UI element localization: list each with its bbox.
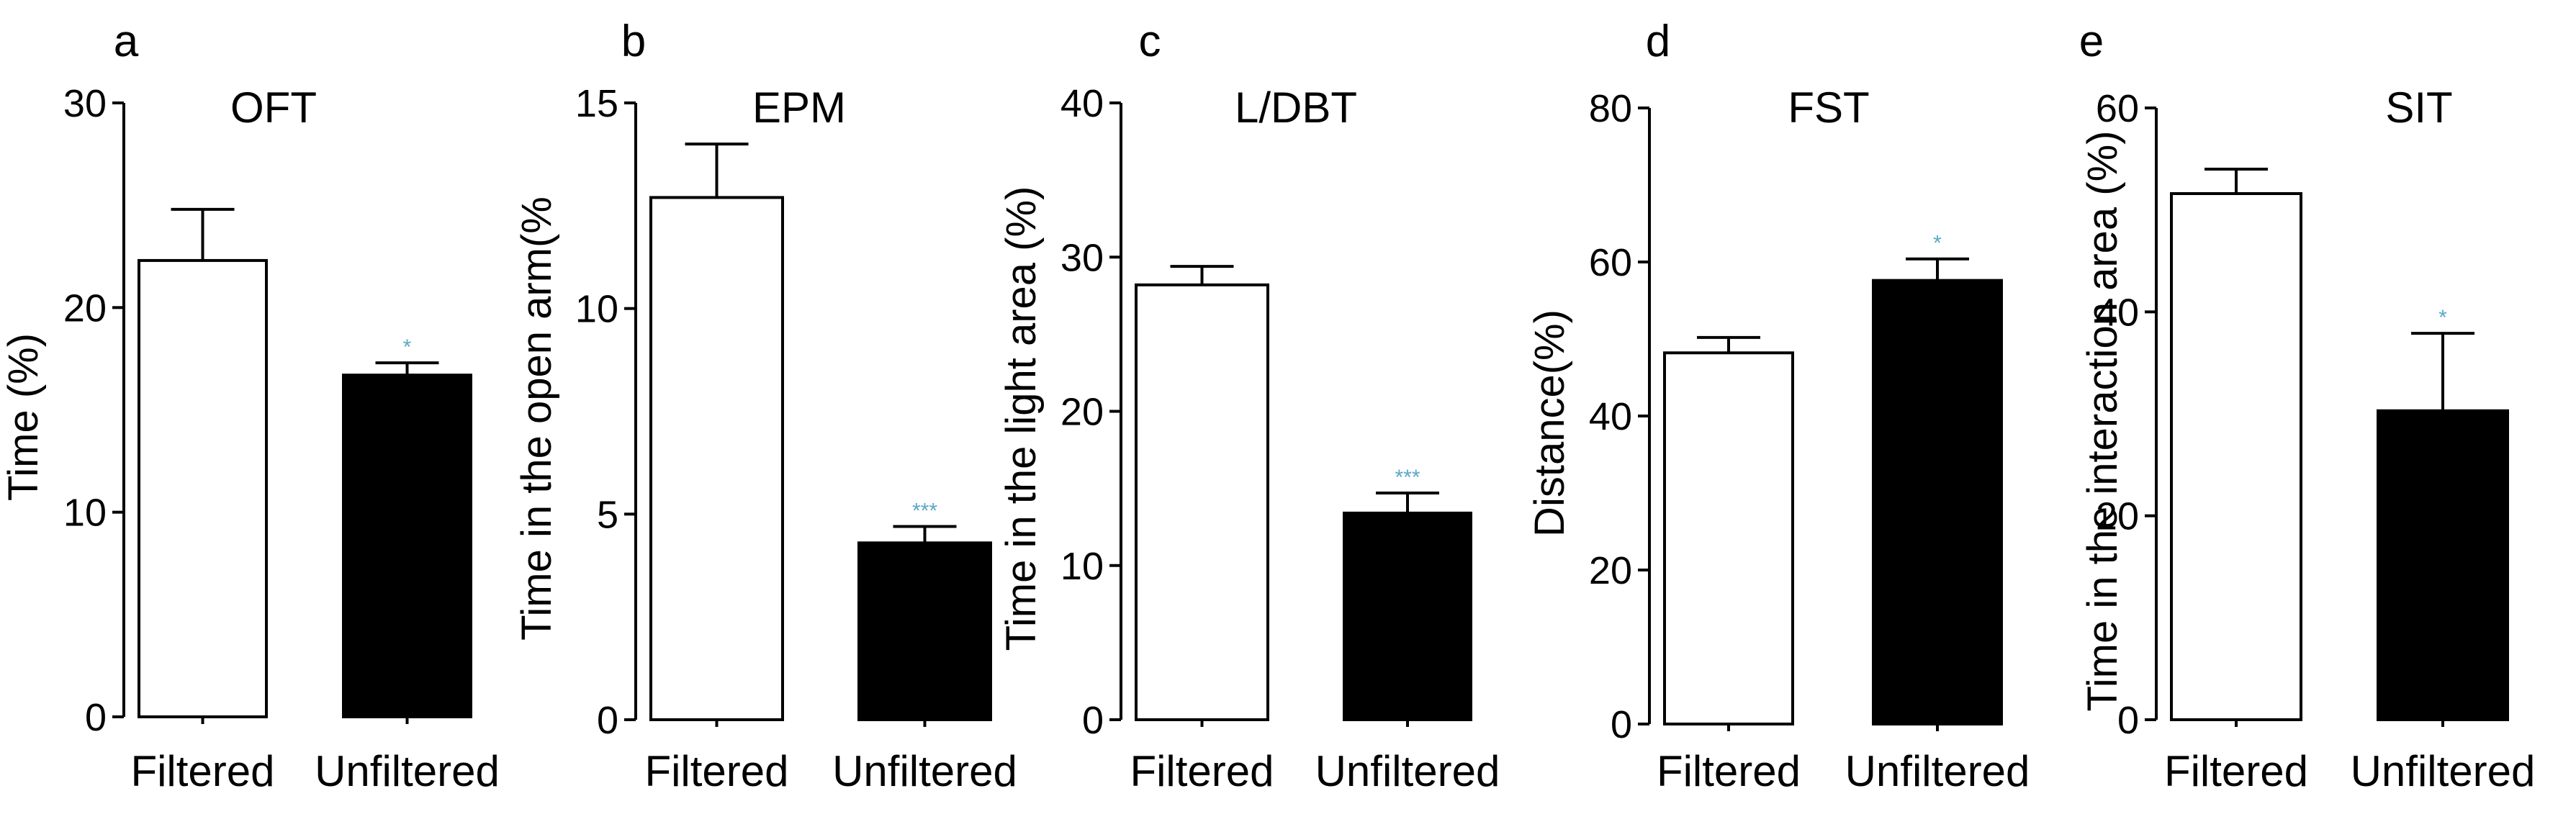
y-tick-label: 15 [575,82,618,125]
bar-unfiltered [1343,511,1472,722]
panel-title: EPM [752,83,846,132]
y-tick-label: 30 [1060,236,1104,279]
bar-unfiltered [1872,279,2003,725]
x-category-label: Unfiltered [315,747,500,795]
y-tick-label: 40 [2096,291,2139,334]
y-tick-label: 0 [1611,703,1632,746]
y-tick-label: 10 [63,492,107,535]
y-tick-label: 0 [1082,699,1104,742]
significance-marker: *** [1395,466,1420,489]
panel-title: FST [1788,83,1869,132]
y-tick-label: 0 [2117,699,2139,742]
x-category-label: Unfiltered [832,747,1017,795]
panel-title: L/DBT [1235,83,1357,132]
y-tick-label: 80 [1589,87,1632,130]
bar-filtered [138,258,268,719]
panel-letter: a [114,17,139,66]
panel-b: b EPM Time in the open arm(% 0 5 10 15 Filtered… [513,17,1017,795]
panel-letter: e [2079,17,2104,66]
x-category-label: Filtered [130,747,274,795]
panel-title: OFT [230,83,317,132]
y-tick-label: 10 [575,288,618,331]
y-tick-label: 60 [1589,241,1632,284]
y-tick-label: 0 [85,696,107,739]
significance-marker: * [2438,306,2447,330]
y-tick-label: 40 [1589,395,1632,438]
panel-letter: d [1646,17,1670,66]
x-category-label: Unfiltered [1315,747,1500,795]
y-axis-label: Time in the open arm(% [513,196,560,641]
y-tick-label: 20 [1589,549,1632,592]
y-tick-label: 60 [2096,87,2139,130]
x-category-label: Unfiltered [1845,747,2030,795]
panel-e: e SIT Time in the interaction area (%)0 20 4… [2079,17,2536,795]
y-axis-label: Time in the interaction area (%) [2079,131,2126,712]
y-tick-label: 0 [597,699,618,742]
x-category-label: Filtered [1130,747,1274,795]
y-tick-label: 10 [1060,545,1104,588]
panel-a: a OFT Time (%) 0 10 20 30 Filtered * Unfiltered [0,17,500,795]
significance-marker: * [1933,232,1942,255]
bar-unfiltered [342,374,472,718]
bar-filtered [1663,351,1794,725]
x-category-label: Filtered [2164,747,2308,795]
significance-marker: *** [912,499,937,523]
bar-unfiltered [2377,409,2509,721]
bar-filtered [649,196,784,721]
y-tick-label: 5 [597,493,618,536]
y-axis-label: Time (%) [0,333,47,501]
x-category-label: Unfiltered [2351,747,2536,795]
panel-d: d FST Distance(%) 0 20 40 60 80 Filtered * Unfilte… [1526,17,2030,795]
panel-title: SIT [2385,83,2452,132]
bar-unfiltered [857,541,992,721]
y-tick-label: 40 [1060,82,1104,125]
y-axis-label: Time in the light area (%) [998,186,1045,651]
y-axis-label: Distance(%) [1526,309,1573,537]
x-category-label: Filtered [1657,747,1801,795]
significance-marker: * [403,335,412,359]
bar-filtered [1135,283,1269,721]
panel-letter: c [1139,17,1161,66]
y-tick-label: 20 [2096,495,2139,538]
y-tick-label: 20 [1060,391,1104,434]
bar-filtered [2170,192,2302,721]
panel-letter: b [621,17,646,66]
x-category-label: Filtered [644,747,788,795]
y-tick-label: 20 [63,286,107,330]
panel-c: c L/DBT Time in the light area (%) 0 10 20 30 4… [998,17,1500,795]
y-tick-label: 30 [63,82,107,125]
